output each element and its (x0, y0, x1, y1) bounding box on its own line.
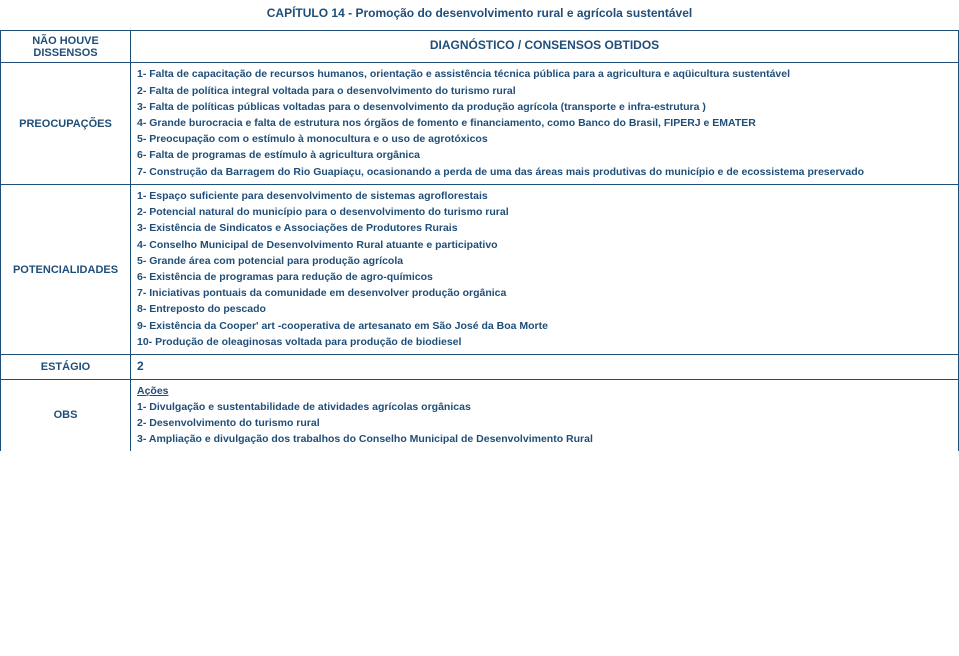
potencialidade-item: 5- Grande área com potencial para produç… (137, 254, 952, 269)
acao-item: 3- Ampliação e divulgação dos trabalhos … (137, 432, 952, 447)
diag-heading-cell: DIAGNÓSTICO / CONSENSOS OBTIDOS (131, 31, 959, 63)
potencialidades-cell: 1- Espaço suficiente para desenvolviment… (131, 184, 959, 354)
preocupacao-item: 3- Falta de políticas públicas voltadas … (137, 100, 952, 115)
preocupacao-item: 7- Construção da Barragem do Rio Guapiaç… (137, 165, 952, 180)
main-table: NÃO HOUVE DISSENSOS DIAGNÓSTICO / CONSEN… (0, 30, 959, 451)
acao-item: 2- Desenvolvimento do turismo rural (137, 416, 952, 431)
estagio-value: 2 (137, 359, 144, 373)
potencialidade-item: 8- Entreposto do pescado (137, 302, 952, 317)
obs-cell: Ações 1- Divulgação e sustentabilidade d… (131, 379, 959, 451)
potencialidade-item: 2- Potencial natural do município para o… (137, 205, 952, 220)
potencialidade-item: 10- Produção de oleaginosas voltada para… (137, 335, 952, 350)
diag-heading: DIAGNÓSTICO / CONSENSOS OBTIDOS (137, 34, 952, 59)
label-estagio: ESTÁGIO (1, 355, 131, 379)
preocupacao-item: 1- Falta de capacitação de recursos huma… (137, 67, 952, 82)
label-obs: OBS (1, 379, 131, 451)
potencialidade-item: 9- Existência da Cooper' art -cooperativ… (137, 319, 952, 334)
acao-item: 1- Divulgação e sustentabilidade de ativ… (137, 400, 952, 415)
preocupacao-item: 4- Grande burocracia e falta de estrutur… (137, 116, 952, 131)
preocupacao-item: 5- Preocupação com o estímulo à monocult… (137, 132, 952, 147)
label-preocupacoes: PREOCUPAÇÕES (1, 63, 131, 185)
acoes-label: Ações (137, 385, 169, 397)
potencialidade-item: 1- Espaço suficiente para desenvolviment… (137, 189, 952, 204)
potencialidade-item: 6- Existência de programas para redução … (137, 270, 952, 285)
potencialidade-item: 3- Existência de Sindicatos e Associaçõe… (137, 221, 952, 236)
preocupacoes-cell: 1- Falta de capacitação de recursos huma… (131, 63, 959, 185)
chapter-title: CAPÍTULO 14 - Promoção do desenvolviment… (0, 0, 959, 30)
potencialidade-item: 7- Iniciativas pontuais da comunidade em… (137, 286, 952, 301)
preocupacao-item: 2- Falta de política integral voltada pa… (137, 84, 952, 99)
estagio-cell: 2 (131, 355, 959, 379)
label-dissensos: NÃO HOUVE DISSENSOS (1, 31, 131, 63)
preocupacao-item: 6- Falta de programas de estímulo à agri… (137, 148, 952, 163)
potencialidade-item: 4- Conselho Municipal de Desenvolvimento… (137, 238, 952, 253)
label-potencialidades: POTENCIALIDADES (1, 184, 131, 354)
